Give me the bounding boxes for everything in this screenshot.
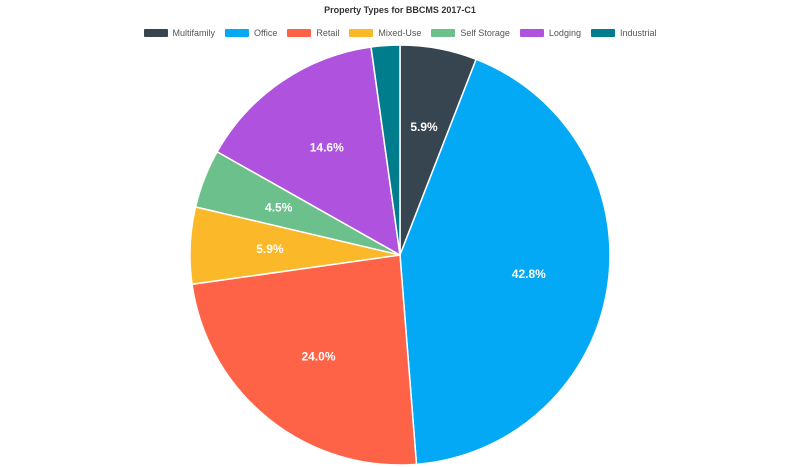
legend-swatch	[225, 29, 250, 37]
legend-label: Retail	[316, 28, 340, 38]
chart-title: Property Types for BBCMS 2017-C1	[324, 5, 476, 15]
pie-slice-industrial[interactable]	[370, 44, 401, 256]
chart-legend: Multifamily Office Retail Mixed-Use Self Sto…	[0, 28, 800, 38]
legend-item[interactable]: Self Storage	[431, 28, 510, 38]
pie-slice-retail[interactable]	[191, 254, 418, 466]
slice-data-label: 5.9%	[256, 242, 284, 256]
legend-swatch	[349, 29, 374, 37]
slice-data-label: 5.9%	[410, 120, 438, 134]
legend-swatch	[519, 29, 544, 37]
legend-label: Self Storage	[460, 28, 510, 38]
legend-item[interactable]: Industrial	[590, 28, 657, 38]
pie-slice-office[interactable]	[399, 58, 611, 466]
legend-item[interactable]: Retail	[287, 28, 339, 38]
legend-swatch	[431, 29, 456, 37]
legend-label: Industrial	[619, 28, 657, 38]
legend-item[interactable]: Office	[225, 28, 277, 38]
slice-data-label: 4.5%	[265, 201, 293, 215]
slice-data-label: 14.6%	[310, 140, 344, 154]
legend-item[interactable]: Mixed-Use	[349, 28, 421, 38]
pie-slice-lodging[interactable]	[216, 46, 401, 257]
legend-swatch	[143, 29, 168, 37]
legend-swatch	[287, 29, 312, 37]
legend-label: Lodging	[548, 28, 581, 38]
slice-data-label: 24.0%	[302, 350, 336, 364]
legend-label: Mixed-Use	[378, 28, 422, 38]
legend-swatch	[590, 29, 615, 37]
legend-label: Office	[254, 28, 278, 38]
legend-item[interactable]: Lodging	[519, 28, 581, 38]
slice-data-label: 42.8%	[512, 267, 546, 281]
legend-label: Multifamily	[172, 28, 216, 38]
legend-item[interactable]: Multifamily	[143, 28, 216, 38]
